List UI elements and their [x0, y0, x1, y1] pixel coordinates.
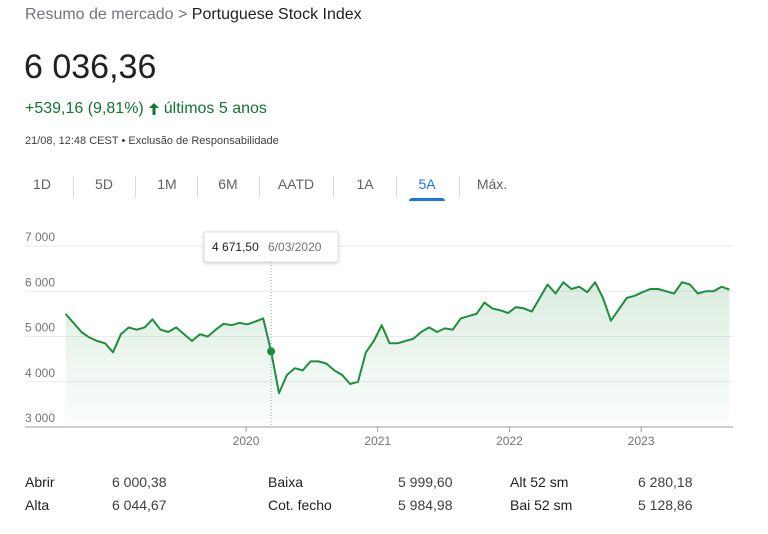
price: 6 036,36 [24, 48, 157, 86]
tab-separator [197, 176, 198, 198]
y-tick-label: 7 000 [25, 230, 55, 244]
area [65, 282, 730, 427]
stat-label: Alta [25, 497, 50, 513]
stat-value: 5 999,60 [398, 474, 453, 490]
tooltip-value: 4 671,50 [212, 240, 259, 254]
timestamp-row: 21/08, 12:48 CEST • Exclusão de Responsa… [25, 135, 279, 147]
stat-label: Bai 52 sm [510, 497, 573, 513]
stat-label: Cot. fecho [268, 497, 332, 513]
stat-value: 6 000,38 [112, 474, 167, 490]
tab-separator [396, 176, 397, 198]
range-tab[interactable]: AATD [277, 176, 315, 192]
stat-value: 6 044,67 [112, 497, 167, 513]
change: +539,16 (9,81%) [25, 100, 144, 117]
tab-separator [135, 176, 136, 198]
stat-label: Alt 52 sm [510, 474, 569, 490]
period: últimos 5 anos [163, 100, 267, 117]
range-tab[interactable]: 6M [218, 176, 238, 192]
disclaimer[interactable]: Exclusão de Responsabilidade [128, 135, 279, 147]
tooltip-date: 6/03/2020 [268, 240, 322, 254]
change-row: +539,16 (9,81%) últimos 5 anos [25, 100, 267, 118]
x-tick-label: 2021 [364, 434, 391, 448]
up-arrow [148, 103, 159, 115]
stat-value: 5 984,98 [398, 497, 453, 513]
stat-value: 5 128,86 [638, 497, 693, 513]
breadcrumb-parent[interactable]: Resumo de mercado > [25, 6, 188, 23]
range-tab[interactable]: 5D [95, 176, 113, 192]
y-tick-label: 5 000 [25, 321, 55, 335]
y-tick-label: 4 000 [25, 366, 55, 380]
tooltip-box [203, 231, 339, 263]
range-tab[interactable]: 1A [356, 176, 374, 192]
x-tick-label: 2022 [496, 434, 523, 448]
breadcrumb: Resumo de mercado > Portuguese Stock Ind… [25, 6, 362, 24]
line [64, 281, 730, 395]
separator: • [121, 135, 126, 147]
range-tab[interactable]: 1D [33, 176, 51, 192]
hover-point [267, 347, 276, 356]
x-tick-label: 2023 [628, 434, 655, 448]
tab-separator [333, 176, 334, 198]
stat-label: Abrir [25, 474, 55, 490]
y-tick-label: 6 000 [25, 275, 55, 289]
tooltip: 4 671,50 6/03/2020 [203, 231, 339, 263]
timestamp: 21/08, 12:48 CEST [25, 135, 119, 147]
range-tab[interactable]: Máx. [476, 176, 508, 192]
stat-label: Baixa [268, 474, 304, 490]
y-tick-label: 3 000 [25, 411, 55, 425]
stat-value: 6 280,18 [638, 474, 693, 490]
tab-separator [73, 176, 74, 198]
breadcrumb-current: Portuguese Stock Index [191, 6, 362, 23]
range-tab[interactable]: 5A [418, 176, 436, 192]
selected-underline [409, 198, 445, 201]
range-tabs: 1D 5D 1M 6M AATD 1A 5A Máx. [0, 176, 540, 206]
x-tick-label: 2020 [233, 434, 260, 448]
tab-separator [259, 176, 260, 198]
tab-separator [459, 176, 460, 198]
range-tab[interactable]: 1M [157, 176, 177, 192]
